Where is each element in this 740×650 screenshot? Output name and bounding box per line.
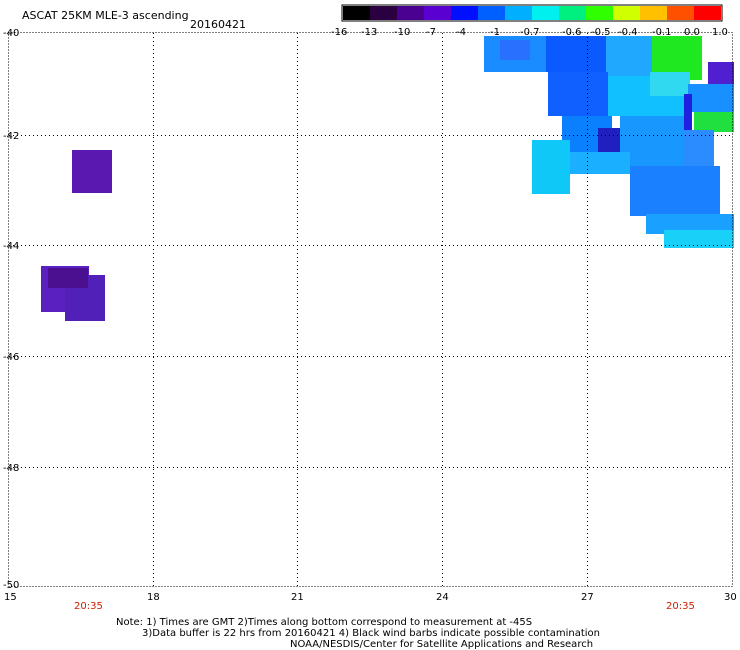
lat-tick-label: -46 bbox=[3, 352, 20, 363]
lat-tick-label: -50 bbox=[3, 580, 20, 591]
colorbar-label: -0.1 bbox=[652, 27, 672, 38]
data-cell bbox=[620, 116, 684, 172]
note-line-3: NOAA/NESDIS/Center for Satellite Applica… bbox=[290, 639, 594, 650]
colorbar-segment bbox=[478, 6, 506, 20]
colorbar-segment bbox=[640, 6, 668, 20]
wind-data-cells bbox=[41, 36, 734, 321]
lon-tick-label: 21 bbox=[291, 592, 304, 603]
lon-tick-label: 15 bbox=[4, 592, 17, 603]
note-line-2: 3)Data buffer is 22 hrs from 20160421 4)… bbox=[142, 628, 600, 639]
colorbar-segment bbox=[451, 6, 479, 20]
data-cell bbox=[684, 94, 692, 130]
colorbar-label: 0.0 bbox=[684, 27, 700, 38]
colorbar-label: -7 bbox=[426, 27, 436, 38]
colorbar-segment bbox=[586, 6, 614, 20]
time-label-left: 20:35 bbox=[74, 601, 103, 612]
colorbar-label: -0.7 bbox=[520, 27, 540, 38]
data-cell bbox=[500, 40, 530, 60]
data-cell bbox=[606, 36, 652, 76]
data-cell bbox=[48, 268, 88, 288]
colorbar-segment bbox=[505, 6, 533, 20]
lat-tick-label: -42 bbox=[3, 131, 20, 142]
colorbar-segment bbox=[397, 6, 425, 20]
data-cell bbox=[548, 72, 608, 116]
lon-tick-label: 18 bbox=[147, 592, 160, 603]
colorbar-segment bbox=[613, 6, 641, 20]
lon-tick-label: 24 bbox=[436, 592, 449, 603]
colorbar-label: -0.6 bbox=[562, 27, 582, 38]
colorbar-segment bbox=[370, 6, 398, 20]
colorbar-label: -4 bbox=[456, 27, 466, 38]
data-cell bbox=[694, 112, 734, 132]
data-cell bbox=[684, 130, 714, 170]
lat-tick-label: -48 bbox=[3, 463, 20, 474]
colorbar-segment bbox=[532, 6, 560, 20]
data-cell bbox=[664, 230, 734, 248]
time-label-right: 20:35 bbox=[666, 601, 695, 612]
map-grid bbox=[9, 33, 732, 586]
data-cell bbox=[546, 36, 606, 72]
data-cell bbox=[708, 62, 734, 88]
colorbar-segment bbox=[559, 6, 587, 20]
lon-tick-label: 27 bbox=[581, 592, 594, 603]
map-title: ASCAT 25KM MLE-3 ascending bbox=[22, 9, 189, 22]
colorbar-segment bbox=[667, 6, 695, 20]
colorbar-label: -0.5 bbox=[591, 27, 611, 38]
colorbar-label: -0.4 bbox=[618, 27, 638, 38]
colorbar-segment bbox=[694, 6, 721, 20]
data-cell bbox=[72, 150, 112, 193]
colorbar-segment bbox=[424, 6, 452, 20]
data-cell bbox=[646, 214, 734, 234]
note-line-1: Note: 1) Times are GMT 2)Times along bot… bbox=[116, 617, 533, 628]
data-cell bbox=[688, 84, 734, 112]
data-cell bbox=[650, 72, 690, 96]
lat-tick-label: -40 bbox=[3, 28, 20, 39]
lat-tick-label: -44 bbox=[3, 241, 20, 252]
colorbar bbox=[341, 4, 723, 22]
data-cell bbox=[630, 166, 720, 216]
data-cell bbox=[532, 140, 570, 194]
data-cell bbox=[570, 152, 630, 174]
map-date: 20160421 bbox=[190, 18, 246, 31]
colorbar-segment bbox=[343, 6, 371, 20]
lon-tick-label: 30 bbox=[724, 592, 737, 603]
